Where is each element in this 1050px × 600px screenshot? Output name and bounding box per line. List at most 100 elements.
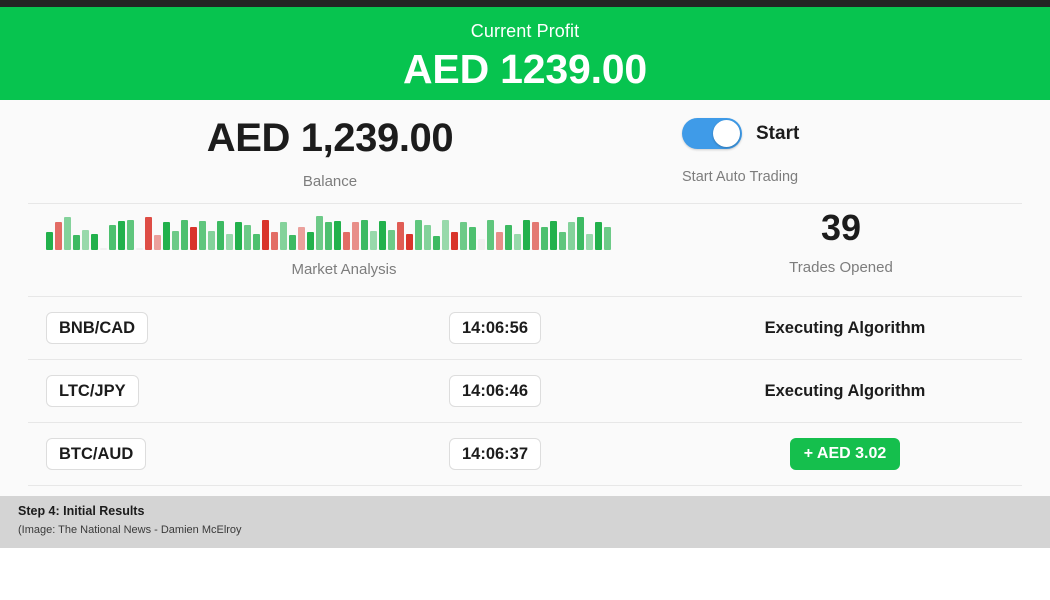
balance-value: AED 1,239.00	[206, 116, 454, 160]
market-bar	[523, 220, 530, 250]
market-bar	[577, 217, 584, 250]
auto-trading-toggle[interactable]	[682, 118, 742, 149]
market-bar	[91, 234, 98, 250]
divider-2	[28, 296, 1022, 297]
market-bar	[478, 239, 485, 250]
auto-trading-title: Start	[756, 123, 800, 144]
market-bar	[55, 222, 62, 250]
market-bar	[433, 236, 440, 250]
trade-status-cell: Executing Algorithm	[660, 382, 1050, 401]
trade-pair-pill[interactable]: BNB/CAD	[46, 311, 149, 345]
market-bar	[244, 225, 251, 250]
market-bar	[451, 232, 458, 250]
market-bar	[64, 217, 71, 250]
market-bar	[487, 220, 494, 250]
market-bar	[109, 225, 116, 250]
trade-pair-cell: BNB/CAD	[0, 311, 330, 345]
trade-time-pill: 14:06:46	[448, 374, 542, 408]
market-bar	[379, 221, 386, 250]
market-bar	[604, 227, 611, 250]
market-bar	[226, 234, 233, 250]
market-bar	[406, 234, 413, 250]
balance-toggle-panel: AED 1,239.00 Balance Start Start Auto Tr…	[0, 100, 1050, 203]
trade-row[interactable]: LTC/JPY 14:06:46 Executing Algorithm	[0, 360, 1050, 422]
market-bar	[334, 221, 341, 250]
market-bar	[127, 220, 134, 250]
market-bar	[541, 227, 548, 250]
market-bar	[316, 216, 323, 250]
auto-trading-section: Start Start Auto Trading	[660, 100, 1050, 185]
market-bar	[280, 222, 287, 250]
balance-section: AED 1,239.00 Balance	[0, 100, 660, 189]
balance-label: Balance	[302, 173, 358, 190]
trade-row[interactable]: BNB/CAD 14:06:56 Executing Algorithm	[0, 297, 1050, 359]
market-bar	[586, 234, 593, 250]
market-bar	[559, 232, 566, 250]
toggle-knob-icon	[713, 120, 740, 147]
market-bar	[181, 220, 188, 250]
trade-status-cell: + AED 3.02	[660, 438, 1050, 470]
trade-time-pill: 14:06:56	[448, 311, 542, 345]
market-bar	[361, 220, 368, 250]
market-bar	[235, 222, 242, 250]
auto-trading-subtitle: Start Auto Trading	[682, 169, 799, 185]
divider-1	[28, 203, 1022, 204]
caption-bar: Step 4: Initial Results (Image: The Nati…	[0, 496, 1050, 548]
market-bar	[397, 222, 404, 250]
market-bar	[505, 225, 512, 250]
market-bar	[199, 221, 206, 250]
market-bar	[442, 220, 449, 250]
market-bar	[163, 222, 170, 250]
app-body: AED 1,239.00 Balance Start Start Auto Tr…	[0, 100, 1050, 548]
market-bar	[352, 222, 359, 250]
trade-row-divider	[28, 422, 1022, 423]
current-profit-value: AED 1239.00	[403, 45, 647, 92]
trade-row-divider	[28, 485, 1022, 486]
top-dark-strip	[0, 0, 1050, 7]
trades-opened-value: 39	[820, 207, 862, 248]
market-analysis-section: Market Analysis	[0, 204, 660, 277]
analysis-trades-panel: Market Analysis 39 Trades Opened	[0, 204, 1050, 296]
market-bar	[496, 232, 503, 250]
market-bar	[514, 234, 521, 250]
caption-title: Step 4: Initial Results	[18, 504, 145, 518]
market-bar	[145, 217, 152, 250]
market-bar	[100, 248, 107, 250]
trade-pair-pill[interactable]: LTC/JPY	[46, 374, 139, 408]
trade-time-cell: 14:06:56	[330, 311, 660, 345]
market-bar	[550, 221, 557, 250]
market-bar	[154, 235, 161, 250]
market-analysis-bars	[18, 214, 660, 250]
market-bar	[73, 235, 80, 250]
market-bar	[568, 222, 575, 250]
trade-row[interactable]: BTC/AUD 14:06:37 + AED 3.02	[0, 423, 1050, 485]
market-bar	[307, 232, 314, 250]
trade-profit-badge: + AED 3.02	[789, 438, 901, 470]
market-bar	[298, 227, 305, 250]
market-bar	[415, 220, 422, 250]
trade-row-divider	[28, 359, 1022, 360]
market-bar	[217, 221, 224, 250]
trade-status-text: Executing Algorithm	[764, 381, 926, 400]
market-bar	[82, 230, 89, 250]
trade-pair-cell: BTC/AUD	[0, 437, 330, 471]
market-bar	[208, 231, 215, 250]
trades-opened-label: Trades Opened	[789, 259, 893, 276]
market-bar	[118, 221, 125, 250]
market-bar	[370, 231, 377, 250]
trade-pair-cell: LTC/JPY	[0, 374, 330, 408]
market-bar	[190, 227, 197, 250]
market-bar	[532, 222, 539, 250]
trade-status-text: Executing Algorithm	[764, 318, 926, 337]
trade-pair-pill[interactable]: BTC/AUD	[46, 437, 147, 471]
market-bar	[325, 222, 332, 250]
market-bar	[172, 231, 179, 250]
current-profit-label: Current Profit	[470, 20, 580, 41]
market-bar	[253, 234, 260, 250]
trade-time-pill: 14:06:37	[448, 437, 542, 471]
market-analysis-label: Market Analysis	[291, 261, 397, 278]
market-bar	[289, 235, 296, 250]
market-bar	[343, 232, 350, 250]
market-bar	[460, 222, 467, 250]
market-bar	[136, 248, 143, 250]
